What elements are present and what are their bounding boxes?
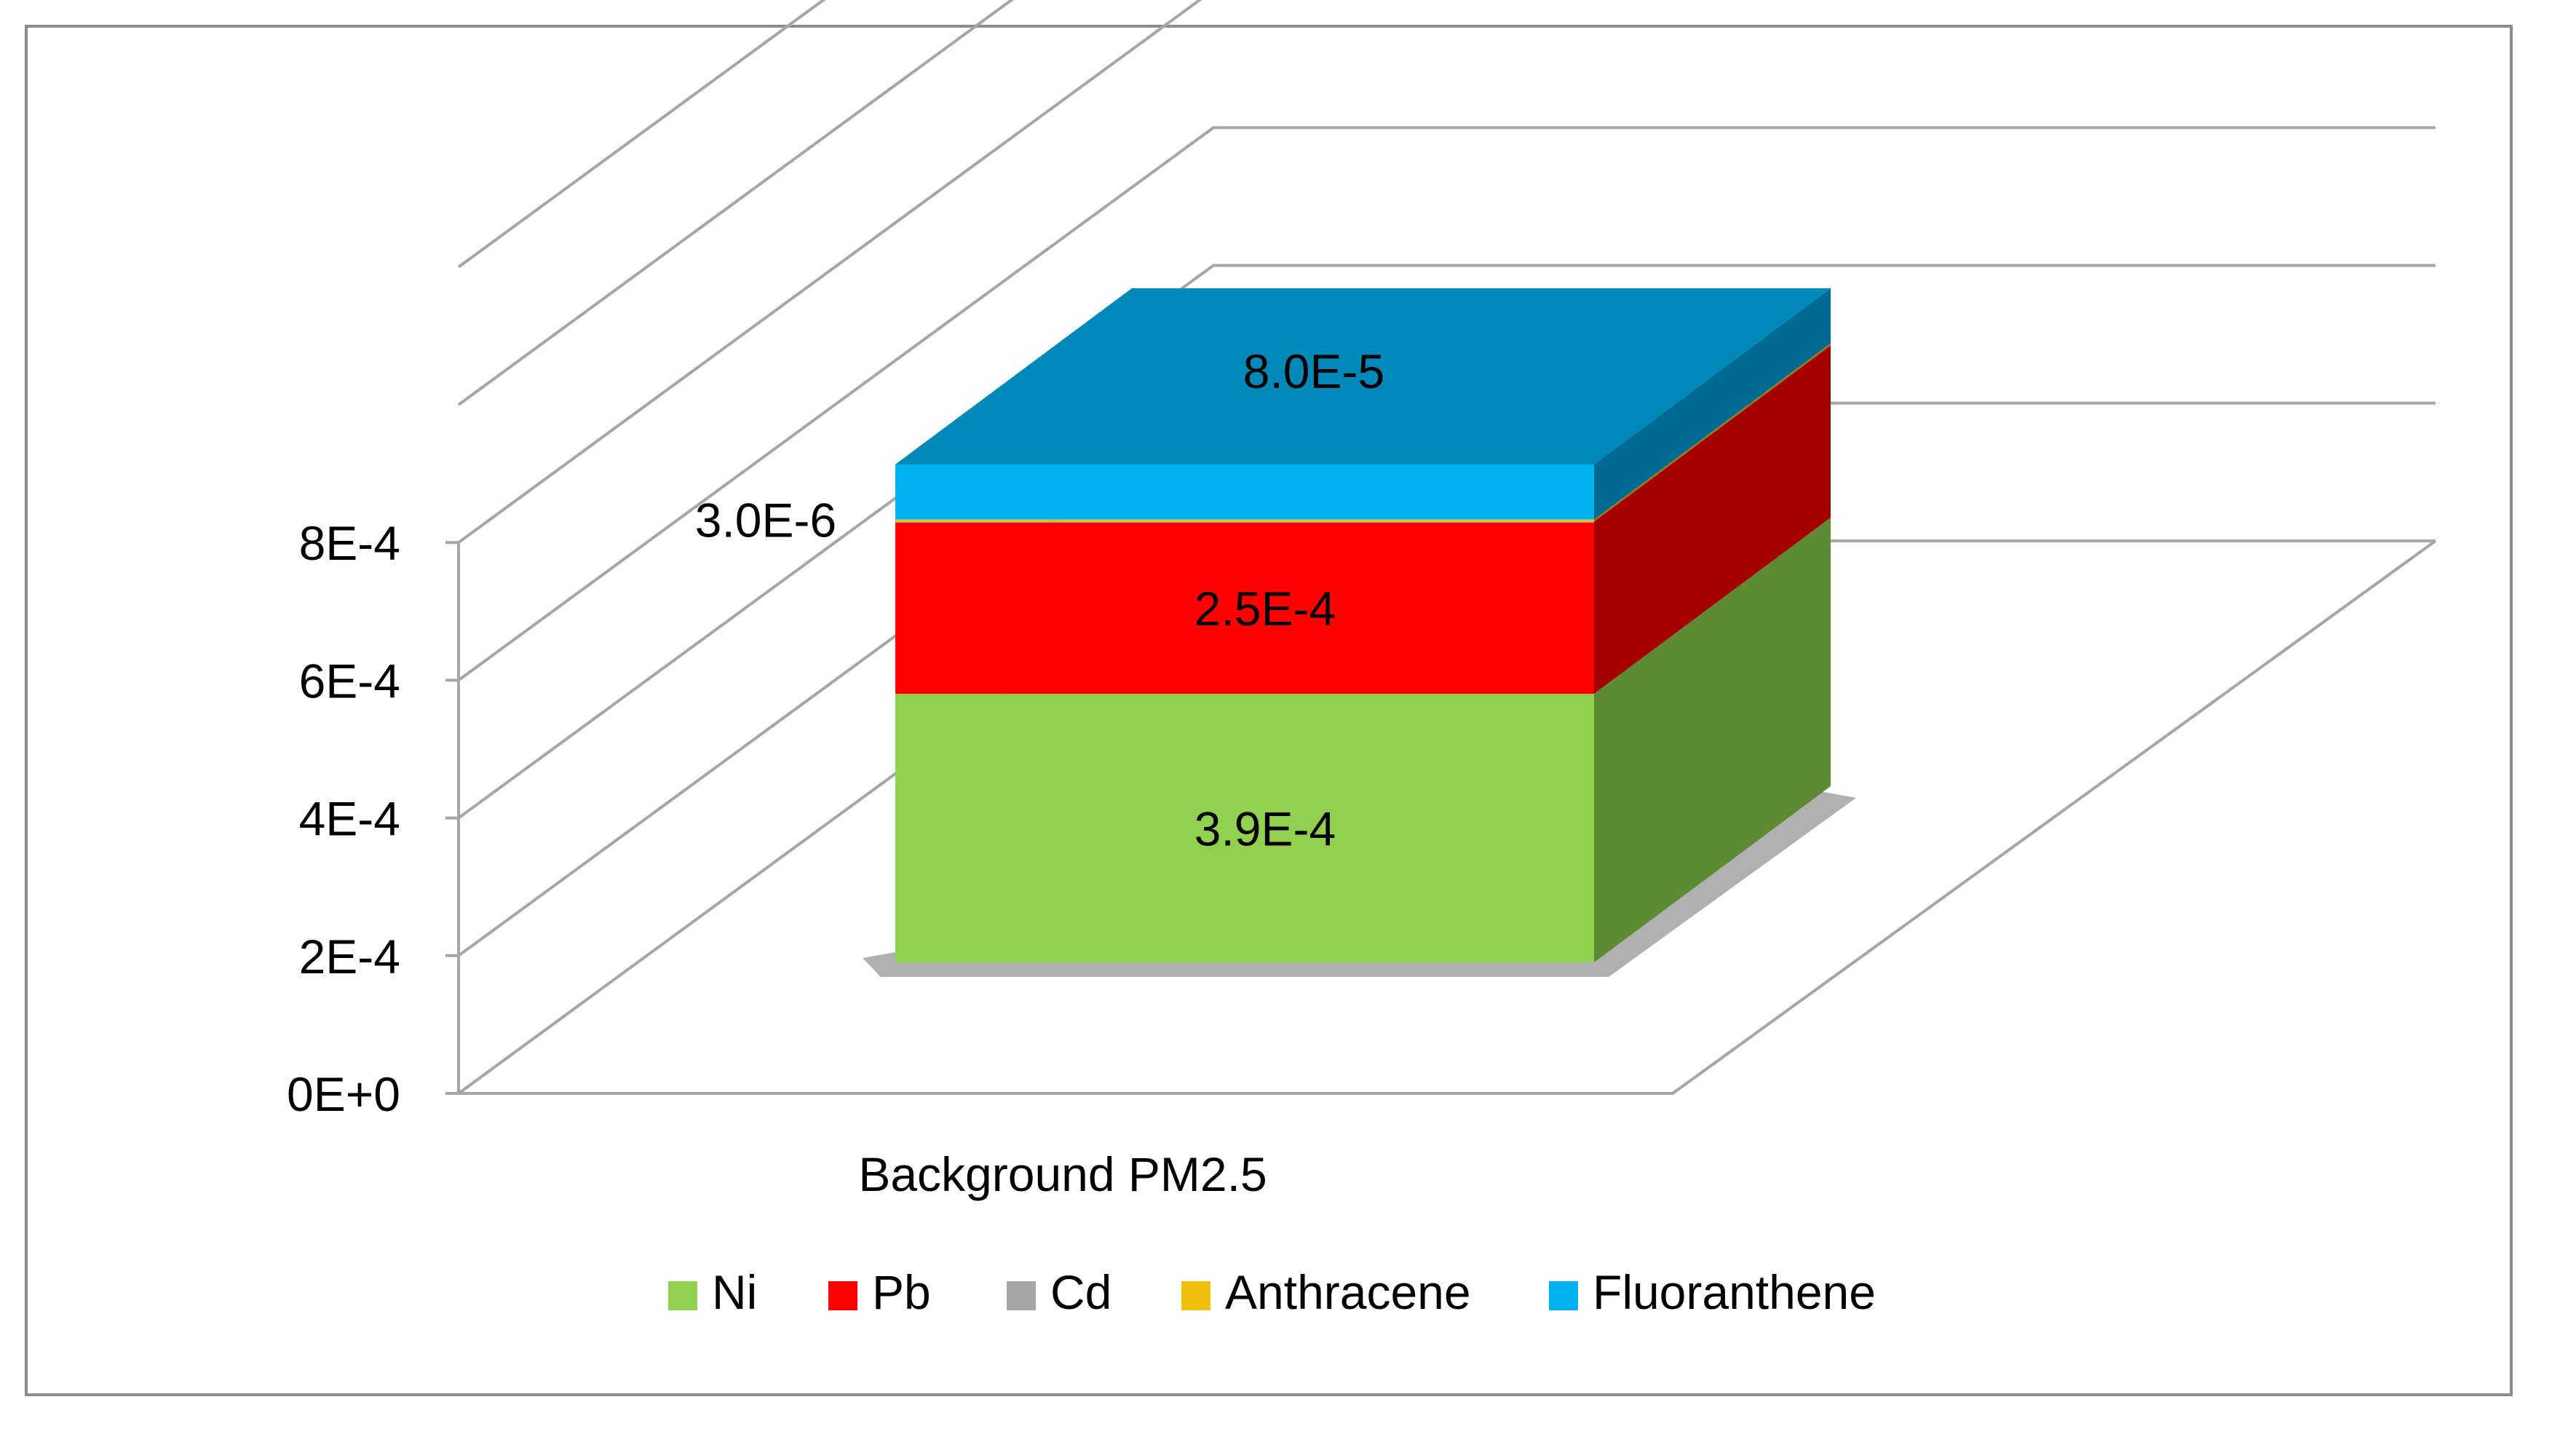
gridline bbox=[457, 0, 1202, 544]
legend-label: Pb bbox=[872, 1265, 931, 1319]
x-axis: Background PM2.5 bbox=[858, 1147, 1267, 1201]
y-tick-label: 6E-4 bbox=[299, 654, 400, 708]
legend-item-anthracene: Anthracene bbox=[1181, 1265, 1471, 1319]
y-tick-label: 0E+0 bbox=[287, 1067, 400, 1121]
bar-side-pb bbox=[1594, 345, 1831, 694]
bar-segment-fluoranthene bbox=[895, 464, 1594, 520]
legend: Ni Pb Cd Anthracene Fluoranthene bbox=[668, 1265, 1876, 1319]
legend-item-fluoranthene: Fluoranthene bbox=[1549, 1265, 1876, 1319]
bar-segment-cd bbox=[895, 521, 1594, 523]
y-tick-label: 2E-4 bbox=[299, 930, 400, 983]
data-label-fluoranthene: 8.0E-5 bbox=[1243, 344, 1384, 398]
legend-swatch bbox=[828, 1281, 857, 1310]
legend-item-pb: Pb bbox=[828, 1265, 931, 1319]
legend-swatch bbox=[1549, 1281, 1578, 1310]
data-label-ni: 3.9E-4 bbox=[1194, 802, 1336, 856]
bar-side-anthracene bbox=[1594, 343, 1831, 522]
legend-item-cd: Cd bbox=[1007, 1265, 1111, 1319]
legend-label: Cd bbox=[1050, 1265, 1111, 1319]
legend-swatch bbox=[1181, 1281, 1210, 1310]
data-label-anthracene: 3.0E-6 bbox=[695, 494, 836, 547]
legend-label: Ni bbox=[712, 1265, 757, 1319]
chart-walls bbox=[457, 0, 2437, 1095]
legend-label: Anthracene bbox=[1225, 1265, 1471, 1319]
legend-item-ni: Ni bbox=[668, 1265, 757, 1319]
legend-swatch bbox=[668, 1281, 697, 1310]
bar-top-face bbox=[895, 288, 1831, 464]
bar-side-ni bbox=[1594, 518, 1831, 962]
gridline bbox=[457, 126, 2436, 682]
bar-segment-pb bbox=[895, 521, 1594, 694]
gridline bbox=[457, 0, 826, 269]
bar-segment-anthracene bbox=[895, 519, 1594, 522]
y-tick-label: 4E-4 bbox=[299, 792, 400, 846]
y-axis: 0E+0 2E-4 4E-4 6E-4 8E-4 bbox=[287, 516, 459, 1121]
y-tick-label: 8E-4 bbox=[299, 516, 400, 570]
legend-swatch bbox=[1007, 1281, 1036, 1310]
bar-segment-ni bbox=[895, 694, 1594, 962]
chart-frame bbox=[25, 25, 2513, 1396]
bar-side-fluoranthene bbox=[1594, 288, 1831, 520]
data-label-pb: 2.5E-4 bbox=[1194, 582, 1336, 636]
legend-label: Fluoranthene bbox=[1593, 1265, 1876, 1319]
stacked-bar bbox=[895, 288, 1831, 962]
gridline bbox=[457, 264, 2436, 820]
bar-side-cd bbox=[1594, 345, 1831, 522]
data-labels: 3.9E-4 2.5E-4 3.0E-6 8.0E-5 bbox=[695, 344, 1384, 856]
x-category-label: Background PM2.5 bbox=[858, 1147, 1267, 1201]
gridline bbox=[457, 0, 1015, 406]
floor-edge bbox=[459, 539, 2437, 1095]
